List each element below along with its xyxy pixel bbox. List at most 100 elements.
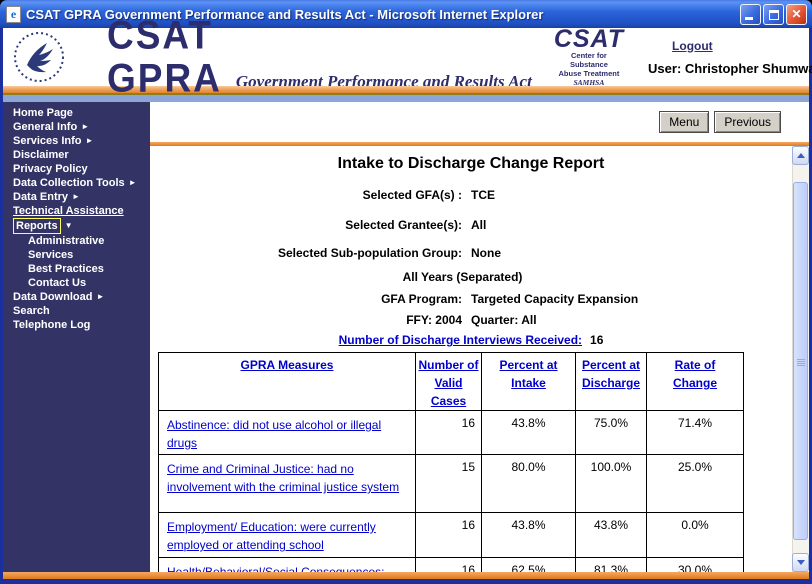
csat-samhsa-logo: CSAT Center for Substance Abuse Treatmen… (553, 25, 625, 88)
sidebar-item-privacy-policy[interactable]: Privacy Policy (13, 163, 88, 175)
discharge-value: 75.0% (575, 410, 647, 455)
sidebar-item-home-page[interactable]: Home Page (13, 107, 73, 119)
sidebar-item-data-entry[interactable]: Data Entry ► (13, 191, 80, 203)
gpra-measures-table: GPRA Measures Number of Valid Cases Perc… (158, 352, 744, 572)
scroll-down-icon (796, 560, 805, 565)
maximize-icon (769, 9, 779, 20)
scrollbar-grip-icon (796, 360, 805, 362)
measure-link-employment[interactable]: Employment/ Education: were currently em… (167, 520, 376, 552)
user-block: Logout User: Christopher Shumway (624, 39, 812, 76)
sidebar-item-contact-us[interactable]: Contact Us (28, 277, 87, 289)
change-value: 30.0% (646, 557, 744, 572)
page-title: Intake to Discharge Change Report (337, 155, 605, 172)
sidebar-item-technical-assistance[interactable]: Technical Assistance (13, 205, 124, 217)
window-controls: ✕ (740, 3, 807, 25)
submenu-arrow-icon: ► (81, 122, 90, 131)
sidebar-item-data-download[interactable]: Data Download ► (13, 291, 105, 303)
filter-gfa-program: GFA Program: Targeted Capacity Expansion (381, 292, 639, 306)
brand-title: CSAT GPRA (107, 12, 222, 101)
measure-link-crime[interactable]: Crime and Criminal Justice: had no invol… (167, 462, 400, 494)
sidebar-item-search[interactable]: Search (13, 305, 50, 317)
window-body: CSAT GPRA Government Performance and Res… (0, 13, 812, 584)
orange-divider (150, 142, 809, 146)
user-label: User: Christopher Shumway (648, 60, 812, 76)
change-value: 25.0% (646, 454, 744, 513)
header-gpra-measures-link[interactable]: GPRA Measures (240, 358, 334, 372)
report-region: Intake to Discharge Change Report Select… (150, 146, 809, 572)
header-valid-cases-link[interactable]: Number of Valid Cases (418, 358, 479, 408)
filter-gfa: Selected GFA(s) : TCE (362, 188, 495, 202)
header-orange-stripe (3, 86, 809, 95)
discharge-value: 81.3% (575, 557, 647, 572)
header-percent-intake-link[interactable]: Percent at Intake (499, 358, 558, 390)
ie-document-icon: e (6, 5, 21, 23)
sidebar-item-general-info[interactable]: General Info ► (13, 121, 90, 133)
table-header-row: GPRA Measures Number of Valid Cases Perc… (158, 352, 744, 411)
intake-value: 80.0% (481, 454, 576, 513)
submenu-arrow-icon: ► (128, 178, 137, 187)
sidebar-item-disclaimer[interactable]: Disclaimer (13, 149, 69, 161)
previous-button[interactable]: Previous (714, 111, 781, 133)
header-percent-discharge-link[interactable]: Percent at Discharge (581, 358, 641, 390)
minimize-button[interactable] (740, 3, 761, 25)
main-area: Home Page General Info ► Services Info ► D… (3, 102, 809, 572)
header-blue-stripe (3, 95, 809, 102)
submenu-arrow-icon: ► (72, 192, 80, 201)
discharge-value: 100.0% (575, 454, 647, 513)
menu-expanded-arrow-icon: ▼ (64, 221, 73, 230)
change-value: 71.4% (646, 410, 744, 455)
measure-link-abstinence[interactable]: Abstinence: did not use alcohol or illeg… (167, 418, 382, 450)
scroll-down-button[interactable] (792, 553, 809, 572)
toolbar: Menu Previous (150, 102, 809, 142)
vertical-scrollbar[interactable] (792, 146, 809, 572)
filter-grantee: Selected Grantee(s): All (345, 218, 487, 232)
sidebar-item-reports[interactable]: Reports ▼ (3, 218, 150, 234)
submenu-arrow-icon: ► (85, 136, 94, 145)
table-row: Health/Behavioral/Social Consequences: e… (158, 557, 744, 572)
bottom-orange-band (3, 572, 809, 579)
page-header: CSAT GPRA Government Performance and Res… (3, 13, 812, 100)
scroll-up-icon (796, 153, 805, 158)
sidebar-item-best-practices[interactable]: Best Practices (28, 263, 104, 275)
content-area: Menu Previous Intake to Discharge Change… (150, 102, 809, 572)
valid-cases-value: 16 (415, 557, 482, 572)
logout-link[interactable]: Logout (672, 38, 713, 53)
sidebar-item-services[interactable]: Services (28, 249, 74, 261)
filter-subpopulation: Selected Sub-population Group: None (278, 246, 501, 260)
scroll-up-button[interactable] (792, 146, 809, 165)
report-body: Intake to Discharge Change Report Select… (150, 146, 792, 572)
sidebar-item-services-info[interactable]: Services Info ► (13, 135, 94, 147)
valid-cases-value: 16 (415, 512, 482, 558)
valid-cases-value: 16 (415, 410, 482, 455)
intake-value: 62.5% (481, 557, 576, 572)
sidebar-item-data-collection-tools[interactable]: Data Collection Tools ► (13, 177, 137, 189)
close-button[interactable]: ✕ (786, 3, 807, 25)
header-rate-change-link[interactable]: Rate of Change (672, 358, 717, 390)
table-row: Abstinence: did not use alcohol or illeg… (158, 410, 744, 455)
interviews-received-link[interactable]: Number of Discharge Interviews Received: (338, 333, 583, 347)
measure-link-health[interactable]: Health/Behavioral/Social Consequences: e… (167, 565, 385, 572)
hhs-eagle-logo (14, 32, 64, 82)
filter-years: All Years (Separated) (402, 270, 523, 284)
discharge-value: 43.8% (575, 512, 647, 558)
submenu-arrow-icon: ► (96, 292, 105, 301)
filter-ffy-quarter: FFY: 2004 Quarter: All (406, 313, 537, 327)
interviews-count: 16 (590, 333, 604, 347)
change-value: 0.0% (646, 512, 744, 558)
maximize-button[interactable] (763, 3, 784, 25)
sidebar-nav: Home Page General Info ► Services Info ► D… (3, 102, 150, 572)
interviews-line: Number of Discharge Interviews Received:… (150, 331, 792, 349)
scrollbar-thumb[interactable] (793, 182, 808, 540)
sidebar-item-telephone-log[interactable]: Telephone Log (13, 319, 91, 331)
menu-button[interactable]: Menu (659, 111, 710, 133)
intake-value: 43.8% (481, 410, 576, 455)
sidebar-item-administrative[interactable]: Administrative (28, 235, 105, 247)
titlebar[interactable]: e CSAT GPRA Government Performance and R… (0, 0, 812, 28)
valid-cases-value: 15 (415, 454, 482, 513)
window-title: CSAT GPRA Government Performance and Res… (26, 6, 544, 22)
brand: CSAT GPRA Government Performance and Res… (107, 12, 532, 101)
table-row: Employment/ Education: were currently em… (158, 512, 744, 558)
minimize-icon (745, 16, 753, 20)
table-row: Crime and Criminal Justice: had no invol… (158, 454, 744, 513)
